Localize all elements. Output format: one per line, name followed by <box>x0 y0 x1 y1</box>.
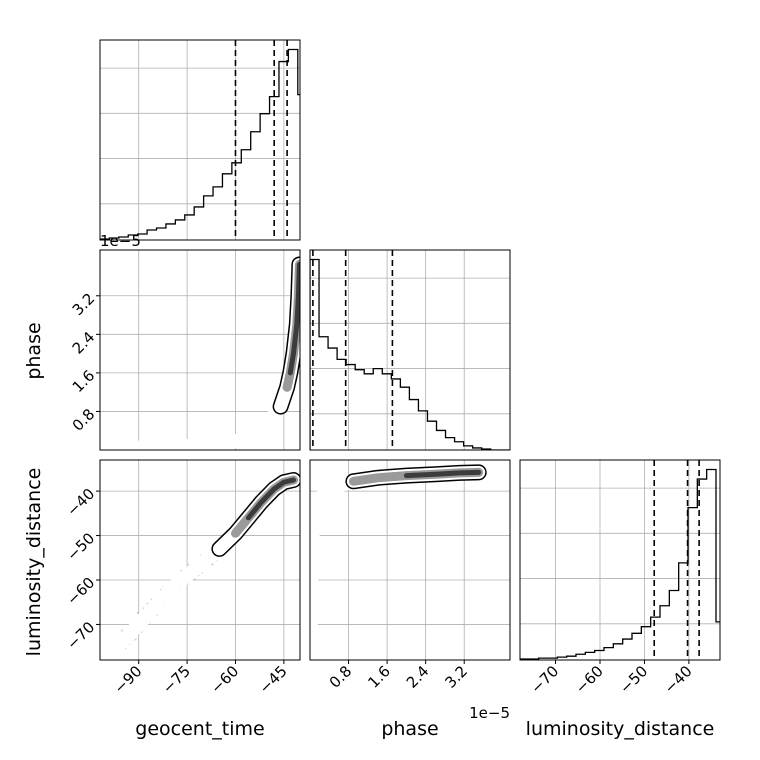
sample-point <box>308 587 310 589</box>
density-phase-vs-geocent-time <box>131 256 304 450</box>
frame-ld-vs-geocent-time <box>99 459 301 661</box>
sample-point <box>307 614 309 616</box>
xtick-label: −70 <box>527 662 562 697</box>
frame-ld-hist <box>519 459 721 661</box>
sample-point <box>307 614 309 616</box>
panel-hist-geocent-time <box>99 39 301 241</box>
xticks-geocent-time: −90 −75 −60 −45 <box>110 660 291 697</box>
hist-luminosity-distance <box>520 460 720 660</box>
xtick-label: 0.8 <box>326 662 356 692</box>
frame-ld-vs-phase <box>309 459 511 661</box>
grid-ld-hist <box>520 460 720 660</box>
panel-hist-luminosity-distance: −70 −60 −50 −40 luminosity_distance <box>519 459 721 740</box>
sample-point <box>302 267 304 269</box>
sample-point <box>134 638 137 641</box>
sample-point <box>306 632 308 634</box>
sample-point <box>300 277 302 279</box>
panel-phase-vs-geocent-time: 0.8 1.6 2.4 3.2 1e−5 phase <box>23 232 304 451</box>
phase-x-offset-label: 1e−5 <box>469 704 510 722</box>
xtick-label: 3.2 <box>441 662 471 692</box>
yticks-phase: 0.8 1.6 2.4 3.2 <box>69 289 100 435</box>
panel-luminosity-distance-vs-phase: 0.8 1.6 2.4 3.2 1e−5 phase <box>306 459 511 740</box>
sample-point <box>307 627 309 629</box>
frame-phase-hist <box>309 249 511 451</box>
grid-phase-hist <box>310 250 510 450</box>
xtick-label: 2.4 <box>403 662 433 692</box>
sample-point <box>307 634 309 636</box>
ytick-label: −40 <box>63 485 98 520</box>
sample-point <box>300 283 302 285</box>
xtick-label: −60 <box>207 662 242 697</box>
frame-geocent-time-hist <box>99 39 301 241</box>
yticks-luminosity-distance: −70 −60 −50 −40 <box>63 485 100 653</box>
hist-outline-phase <box>310 258 510 450</box>
sample-point <box>300 274 302 276</box>
density-ld-vs-phase <box>306 464 487 659</box>
sample-point <box>301 263 303 265</box>
sample-point <box>307 622 309 624</box>
sample-point <box>301 268 303 270</box>
sample-point <box>308 601 310 603</box>
contour-inner <box>245 477 296 521</box>
panel-luminosity-distance-vs-geocent-time: −70 −60 −50 −40 −90 −75 −60 −45 luminosity_dis… <box>23 459 301 740</box>
sample-point <box>121 629 124 632</box>
contour-inner <box>287 262 300 376</box>
sample-point <box>307 601 309 603</box>
hist-phase <box>310 250 510 450</box>
ytick-label: −70 <box>63 618 98 653</box>
sample-point <box>301 302 303 304</box>
sample-point <box>300 291 302 293</box>
xtick-label: −75 <box>159 662 194 697</box>
sample-point <box>301 277 303 279</box>
xticks-phase: 0.8 1.6 2.4 3.2 <box>326 660 471 692</box>
sample-point <box>307 627 309 629</box>
sample-point <box>308 646 310 648</box>
x-axis-label-luminosity-distance: luminosity_distance <box>526 718 715 740</box>
xtick-label: −60 <box>572 662 607 697</box>
y-axis-label-phase: phase <box>23 322 45 379</box>
sample-point <box>301 273 303 275</box>
sample-point <box>308 601 310 603</box>
sample-point <box>307 548 309 550</box>
sample-point <box>306 609 308 611</box>
xtick-label: −90 <box>110 662 145 697</box>
xticks-luminosity-distance: −70 −60 −50 −40 <box>527 660 696 697</box>
ytick-label: −60 <box>63 574 98 609</box>
sample-point <box>307 597 309 599</box>
sample-point <box>307 565 309 567</box>
sample-point <box>307 550 309 552</box>
ytick-label: 3.2 <box>69 289 99 319</box>
xtick-label: −45 <box>256 662 291 697</box>
sample-point <box>308 648 310 650</box>
x-axis-label-geocent-time: geocent_time <box>135 718 264 740</box>
ytick-label: −50 <box>63 529 98 564</box>
grid-geocent-time-hist <box>100 40 300 240</box>
sample-point <box>307 554 309 556</box>
ytick-label: 2.4 <box>69 328 99 358</box>
grid-phase-vs-geocent-time <box>100 250 300 450</box>
contour-band-outer-fill <box>131 257 300 450</box>
ytick-label: 0.8 <box>69 405 99 435</box>
ytick-label: 1.6 <box>69 367 99 397</box>
x-axis-label-phase: phase <box>381 718 438 740</box>
hist-outline-luminosity_distance <box>520 468 720 660</box>
sample-point <box>301 281 303 283</box>
xtick-label: −40 <box>661 662 696 697</box>
hist-geocent-time <box>100 40 300 240</box>
sample-point <box>193 578 196 581</box>
panel-hist-phase <box>309 249 511 451</box>
contour-inner <box>403 469 482 479</box>
sample-point <box>308 596 310 598</box>
hist-outline-geocent_time <box>100 48 300 240</box>
density-ld-vs-geocent-time <box>105 472 300 659</box>
y-axis-label-luminosity-distance: luminosity_distance <box>23 468 45 657</box>
frame-phase-vs-geocent-time <box>99 249 301 451</box>
sample-point <box>301 269 303 271</box>
xtick-label: 1.6 <box>364 662 394 692</box>
sample-point <box>302 269 304 271</box>
sample-point <box>136 611 139 614</box>
phase-y-offset-label: 1e−5 <box>100 232 141 250</box>
xtick-label: −50 <box>616 662 651 697</box>
